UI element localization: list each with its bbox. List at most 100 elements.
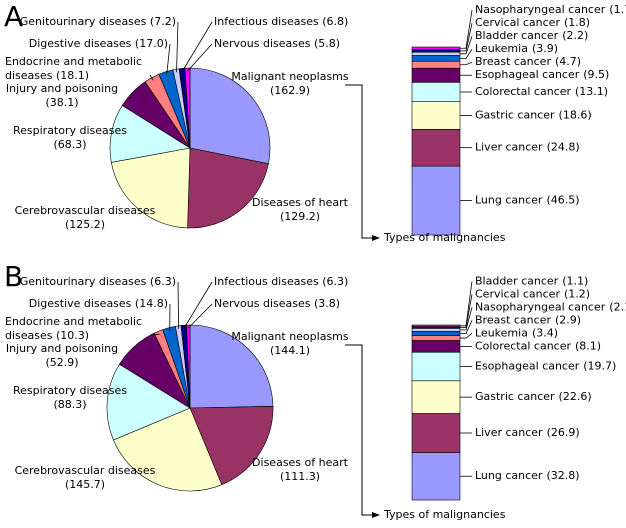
slice-value: (88.3) bbox=[53, 398, 87, 411]
segment-label: Breast cancer (4.7) bbox=[475, 55, 581, 68]
segment-label: Bladder cancer (1.1) bbox=[475, 274, 588, 287]
leader-line bbox=[460, 294, 473, 328]
segment-value: (19.7) bbox=[583, 360, 616, 373]
leader-line bbox=[460, 333, 473, 339]
slice-value: (18.1) bbox=[56, 69, 90, 82]
segment-value: (32.8) bbox=[546, 469, 579, 482]
slice-value: (129.2) bbox=[279, 210, 321, 223]
segment-label: Esophageal cancer (9.5) bbox=[475, 68, 609, 81]
segment-label: Cervical cancer (1.2) bbox=[475, 287, 590, 300]
segment-value: (1.1) bbox=[562, 274, 588, 287]
slice-name: Endocrine and metabolic diseases bbox=[5, 315, 143, 342]
segment-name: Liver cancer bbox=[475, 141, 543, 154]
slice-name: Infectious diseases bbox=[214, 15, 319, 28]
slice-name: Diseases of heart bbox=[252, 456, 348, 469]
leader-line bbox=[149, 74, 154, 81]
slice-label: Diseases of heart (111.3) bbox=[225, 456, 375, 484]
segment-label: Nasopharyngeal cancer(1.7) bbox=[475, 3, 626, 16]
slice-name: Nervous diseases bbox=[214, 297, 311, 310]
leader-line bbox=[176, 21, 179, 73]
slice-value: (7.2) bbox=[149, 15, 176, 28]
slice-name: Injury and poisoning bbox=[5, 342, 119, 355]
bar-segment bbox=[411, 328, 461, 332]
slice-name: Malignant neoplasms bbox=[231, 330, 349, 343]
slice-label: Infectious diseases (6.3) bbox=[214, 275, 348, 289]
segment-name: Esophageal cancer bbox=[475, 68, 580, 81]
slice-label: Digestive diseases (14.8) bbox=[29, 297, 168, 311]
slice-label: Injury and poisoning (52.9) bbox=[0, 342, 127, 370]
arrowhead bbox=[372, 512, 380, 518]
slice-name: Injury and poisoning bbox=[5, 82, 119, 95]
bar-segment bbox=[411, 81, 461, 103]
segment-label: Esophageal cancer (19.7) bbox=[475, 360, 616, 373]
bar-segment bbox=[411, 335, 461, 341]
panel-label: A bbox=[4, 0, 23, 33]
leader-line bbox=[177, 281, 180, 329]
leader-line bbox=[460, 307, 473, 331]
segment-value: (13.1) bbox=[575, 85, 608, 98]
segment-value: (1.8) bbox=[564, 16, 590, 29]
connector bbox=[345, 84, 374, 239]
segment-name: Leukemia bbox=[475, 326, 528, 339]
segment-name: Colorectal cancer bbox=[475, 85, 571, 98]
segment-name: Bladder cancer bbox=[475, 29, 559, 42]
bar-title: Types of malignancies bbox=[383, 508, 506, 521]
segment-name: Lung cancer bbox=[475, 469, 543, 482]
segment-name: Cervical cancer bbox=[475, 287, 560, 300]
slice-name: Respiratory diseases bbox=[12, 384, 128, 397]
bar-segment bbox=[411, 51, 461, 56]
segment-name: Esophageal cancer bbox=[475, 360, 580, 373]
leader-line bbox=[460, 36, 473, 55]
segment-name: Breast cancer bbox=[475, 313, 551, 326]
pie-slice bbox=[110, 147, 191, 229]
leader-line bbox=[181, 21, 213, 72]
slice-name: Digestive diseases bbox=[28, 297, 132, 310]
segment-value: (2.1) bbox=[609, 300, 626, 313]
slice-value: (17.0) bbox=[134, 37, 168, 50]
bar-segment bbox=[411, 380, 461, 414]
slice-label: Malignant neoplasms (162.9) bbox=[215, 70, 365, 98]
segment-label: Leukemia (3.4) bbox=[475, 326, 558, 339]
bar-segment bbox=[411, 49, 461, 53]
segment-value: (1.7) bbox=[609, 3, 626, 16]
segment-name: Nasopharyngeal cancer bbox=[475, 300, 606, 313]
slice-name: Infectious diseases bbox=[214, 275, 319, 288]
slice-value: (3.8) bbox=[313, 297, 341, 310]
segment-label: Liver cancer (26.9) bbox=[475, 426, 580, 439]
slice-name: Malignant neoplasms bbox=[231, 70, 349, 83]
bar-segment bbox=[411, 452, 461, 501]
slice-name: Digestive diseases bbox=[28, 37, 132, 50]
segment-name: Cervical cancer bbox=[475, 16, 560, 29]
slice-value: (145.7) bbox=[64, 478, 106, 491]
slice-name: Genitourinary diseases bbox=[19, 275, 147, 288]
pie-slice bbox=[187, 147, 269, 229]
segment-label: Colorectal cancer (8.1) bbox=[475, 339, 601, 352]
bar-segment bbox=[411, 46, 461, 50]
pie-slice bbox=[106, 363, 191, 441]
slice-label: Nervous diseases (3.8) bbox=[214, 297, 340, 311]
slice-value: (5.8) bbox=[313, 37, 341, 50]
leader-line bbox=[460, 320, 473, 334]
segment-name: Bladder cancer bbox=[475, 274, 559, 287]
segment-name: Breast cancer bbox=[475, 55, 551, 68]
segment-label: Nasopharyngeal cancer(2.1) bbox=[475, 300, 626, 313]
pie-slice bbox=[189, 324, 274, 409]
bar-segment bbox=[411, 324, 461, 327]
segment-value: (3.4) bbox=[532, 326, 558, 339]
segment-value: (3.9) bbox=[532, 42, 558, 55]
slice-label: Infectious diseases (6.8) bbox=[214, 15, 348, 29]
slice-label: Injury and poisoning (38.1) bbox=[0, 82, 127, 110]
slice-name: Diseases of heart bbox=[252, 196, 348, 209]
segment-name: Liver cancer bbox=[475, 426, 543, 439]
segment-label: Lung cancer (46.5) bbox=[475, 194, 580, 207]
segment-value: (8.1) bbox=[575, 339, 601, 352]
leader-line bbox=[460, 281, 473, 327]
bar-segment bbox=[411, 55, 461, 62]
segment-name: Colorectal cancer bbox=[475, 339, 571, 352]
bar-segment bbox=[411, 128, 461, 167]
slice-label: Respiratory diseases (68.3) bbox=[0, 124, 140, 152]
segment-value: (22.6) bbox=[559, 390, 592, 403]
bar-segment bbox=[411, 351, 461, 382]
slice-name: Nervous diseases bbox=[214, 37, 311, 50]
leader-line bbox=[183, 281, 213, 329]
